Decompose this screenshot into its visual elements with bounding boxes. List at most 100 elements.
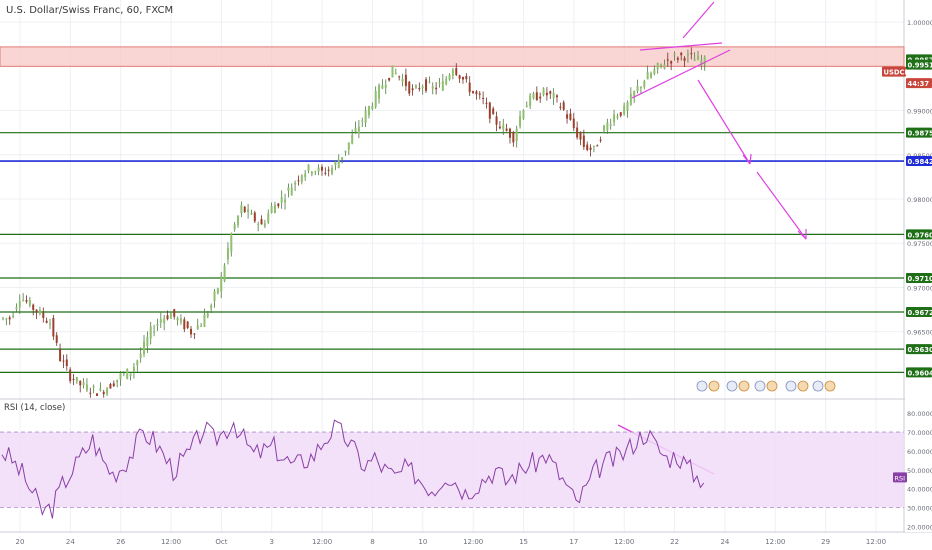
candle-body (190, 328, 193, 335)
price-tick-label: 0.98000 (907, 196, 932, 204)
candle-body (445, 78, 448, 85)
projection-arrow-2 (756, 171, 807, 240)
candle-body (428, 81, 431, 83)
candle-body (263, 223, 266, 226)
candle-body (213, 291, 216, 302)
candle-body (159, 318, 162, 323)
candle-body (173, 309, 176, 317)
candle-body (408, 81, 411, 94)
candle-body (179, 318, 182, 322)
candle-body (59, 348, 62, 361)
candle-body (680, 52, 683, 56)
candle-body (542, 88, 545, 96)
candle-body (277, 203, 280, 207)
time-tick-label: 17 (569, 538, 578, 546)
candle-body (75, 376, 78, 382)
candle-body (12, 315, 15, 317)
rsi-tick-label: 80.0000 (907, 410, 932, 418)
event-flag-icon (785, 380, 797, 392)
candle-body (287, 187, 290, 191)
candle-body (92, 386, 95, 388)
candle-body (425, 79, 428, 91)
candle-body (153, 331, 156, 333)
candle-body (411, 88, 414, 91)
candle-body (639, 86, 642, 89)
rsi-tick-label: 70.0000 (907, 429, 932, 437)
candle-body (250, 212, 253, 215)
candle-body (502, 124, 505, 130)
economic-event-icon[interactable] (754, 380, 778, 392)
candle-body (196, 325, 199, 330)
candle-body (401, 78, 404, 82)
candle-body (697, 55, 699, 60)
candle-body (421, 86, 424, 89)
time-tick-label: Oct (215, 538, 227, 546)
candle-body (35, 309, 38, 313)
candle-body (579, 131, 582, 140)
candle-body (284, 199, 287, 203)
candle-body (478, 93, 481, 95)
candle-body (112, 383, 115, 387)
candle-body (99, 388, 102, 391)
candle-body (388, 77, 391, 81)
candle-body (643, 81, 646, 87)
candle-body (663, 64, 666, 69)
candle-body (233, 224, 236, 230)
candle-body (451, 69, 454, 76)
candle-body (495, 116, 498, 125)
resistance-zone (0, 46, 905, 67)
candle-body (361, 120, 364, 122)
candle-body (96, 393, 99, 396)
price-tick-label: 0.98500 (907, 152, 932, 160)
time-tick-label: 24 (720, 538, 729, 546)
candle-body (38, 309, 41, 314)
rsi-pane (0, 419, 904, 519)
candle-body (257, 224, 260, 226)
rsi-band (0, 432, 904, 508)
time-tick-label: 12:00 (765, 538, 785, 546)
candle-body (690, 53, 693, 55)
candle-body (166, 315, 169, 320)
candle-body (79, 380, 82, 386)
candle-body (391, 65, 394, 78)
event-icons[interactable] (696, 380, 836, 392)
candle-body (52, 317, 55, 337)
candle-body (132, 366, 135, 373)
candle-body (223, 265, 226, 281)
economic-event-icon[interactable] (726, 380, 750, 392)
time-tick-label: 12:00 (614, 538, 634, 546)
price-axis[interactable]: 1.000000.995000.990000.985000.980000.975… (882, 0, 932, 532)
candle-body (475, 91, 478, 95)
candle-body (552, 92, 555, 99)
candle-body (371, 106, 374, 109)
economic-event-icon[interactable] (812, 380, 836, 392)
economic-event-icon[interactable] (785, 380, 809, 392)
event-count-icon (708, 380, 720, 392)
rsi-line (1, 419, 705, 519)
candle-body (626, 102, 629, 111)
time-axis[interactable]: 20 24 26 12:00 Oct 3 12:00 8 10 12:00 15 17 12:00 22 2… (16, 538, 887, 546)
candle-body (119, 373, 122, 380)
time-tick-label: 10 (418, 538, 427, 546)
rsi-tick-label: 50.0000 (907, 467, 932, 475)
time-tick-label: 8 (370, 538, 374, 546)
event-count-icon (738, 380, 750, 392)
candle-body (582, 135, 585, 147)
candle-body (341, 157, 344, 161)
candle-body (55, 335, 58, 343)
candle-body (384, 84, 387, 88)
candle-body (629, 93, 632, 105)
candle-body (592, 145, 595, 147)
candle-body (367, 106, 370, 116)
candle-body (559, 106, 562, 108)
candle-body (606, 122, 609, 131)
candle-body (465, 75, 468, 80)
candle-body (126, 368, 129, 379)
economic-event-icon[interactable] (696, 380, 720, 392)
rsi-tick-label: 20.0000 (907, 523, 932, 531)
level-price-badge: 0.96722 (908, 309, 932, 317)
time-tick-label: 22 (670, 538, 679, 546)
candle-body (508, 128, 511, 138)
